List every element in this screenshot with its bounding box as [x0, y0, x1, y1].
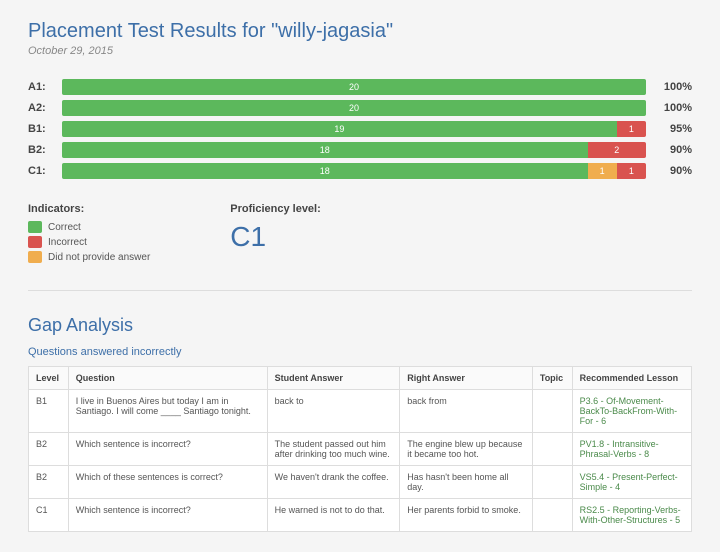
proficiency-value: C1 — [230, 221, 321, 253]
chart-row-pct: 95% — [654, 123, 692, 135]
cell-lesson: PV1.8 - Intransitive-Phrasal-Verbs - 8 — [572, 433, 691, 466]
cell-question: Which sentence is incorrect? — [68, 433, 267, 466]
indicators-title: Indicators: — [28, 203, 150, 215]
report-date: October 29, 2015 — [28, 45, 692, 57]
chart-row: A1: 20 100% — [28, 79, 692, 95]
table-row: C1Which sentence is incorrect?He warned … — [29, 499, 692, 532]
chart-seg-correct: 18 — [62, 163, 588, 179]
chart-seg-correct: 18 — [62, 142, 588, 158]
cell-level: B1 — [29, 390, 69, 433]
meta-row: Indicators: Correct Incorrect Did not prov… — [28, 203, 692, 291]
chart-bar: 20 — [62, 100, 646, 116]
indicator-swatch-noanswer — [28, 251, 42, 263]
chart-seg-incorrect: 1 — [617, 121, 646, 137]
table-header: Topic — [532, 367, 572, 390]
gap-subtitle: Questions answered incorrectly — [28, 346, 692, 358]
chart-row-label: C1: — [28, 165, 54, 177]
table-header: Question — [68, 367, 267, 390]
cell-level: B2 — [29, 433, 69, 466]
indicator-label: Incorrect — [48, 237, 87, 248]
chart-seg-incorrect: 1 — [617, 163, 646, 179]
chart-bar: 20 — [62, 79, 646, 95]
chart-row-label: A1: — [28, 81, 54, 93]
gap-table: LevelQuestionStudent AnswerRight AnswerT… — [28, 366, 692, 532]
indicator-item: Correct — [28, 221, 150, 233]
cell-student: The student passed out him after drinkin… — [267, 433, 400, 466]
cell-right: Has hasn't been home all day. — [400, 466, 533, 499]
cell-question: Which of these sentences is correct? — [68, 466, 267, 499]
chart-bar: 191 — [62, 121, 646, 137]
level-chart: A1:20100%A2:20100%B1:19195%B2:18290%C1:1… — [28, 79, 692, 179]
chart-row: C1:181190% — [28, 163, 692, 179]
chart-row-pct: 90% — [654, 144, 692, 156]
chart-row-pct: 100% — [654, 102, 692, 114]
gap-title: Gap Analysis — [28, 315, 692, 336]
indicator-item: Incorrect — [28, 236, 150, 248]
cell-student: back to — [267, 390, 400, 433]
indicator-item: Did not provide answer — [28, 251, 150, 263]
cell-level: C1 — [29, 499, 69, 532]
chart-row-pct: 100% — [654, 81, 692, 93]
chart-bar: 182 — [62, 142, 646, 158]
cell-question: Which sentence is incorrect? — [68, 499, 267, 532]
proficiency-title: Proficiency level: — [230, 203, 321, 215]
cell-level: B2 — [29, 466, 69, 499]
chart-seg-correct: 19 — [62, 121, 617, 137]
indicator-swatch-correct — [28, 221, 42, 233]
cell-topic — [532, 390, 572, 433]
cell-lesson: RS2.5 - Reporting-Verbs-With-Other-Struc… — [572, 499, 691, 532]
chart-row: B1: 191 95% — [28, 121, 692, 137]
chart-seg-correct: 20 — [62, 79, 646, 95]
cell-lesson: P3.6 - Of-Movement-BackTo-BackFrom-With-… — [572, 390, 691, 433]
page-title: Placement Test Results for "willy-jagasi… — [28, 20, 692, 43]
cell-topic — [532, 433, 572, 466]
chart-seg-correct: 20 — [62, 100, 646, 116]
cell-right: back from — [400, 390, 533, 433]
cell-right: Her parents forbid to smoke. — [400, 499, 533, 532]
table-header: Recommended Lesson — [572, 367, 691, 390]
chart-row: B2: 182 90% — [28, 142, 692, 158]
chart-row-pct: 90% — [654, 165, 692, 177]
cell-question: I live in Buenos Aires but today I am in… — [68, 390, 267, 433]
cell-student: We haven't drank the coffee. — [267, 466, 400, 499]
table-row: B2Which of these sentences is correct?We… — [29, 466, 692, 499]
chart-row-label: A2: — [28, 102, 54, 114]
indicator-label: Correct — [48, 222, 81, 233]
proficiency-block: Proficiency level: C1 — [230, 203, 321, 266]
indicators-block: Indicators: Correct Incorrect Did not prov… — [28, 203, 150, 266]
table-header: Right Answer — [400, 367, 533, 390]
cell-topic — [532, 466, 572, 499]
table-row: B1I live in Buenos Aires but today I am … — [29, 390, 692, 433]
table-header: Level — [29, 367, 69, 390]
cell-topic — [532, 499, 572, 532]
table-row: B2Which sentence is incorrect?The studen… — [29, 433, 692, 466]
cell-right: The engine blew up because it became too… — [400, 433, 533, 466]
chart-row: A2: 20 100% — [28, 100, 692, 116]
chart-bar: 1811 — [62, 163, 646, 179]
cell-student: He warned is not to do that. — [267, 499, 400, 532]
chart-row-label: B2: — [28, 144, 54, 156]
chart-row-label: B1: — [28, 123, 54, 135]
chart-seg-incorrect: 2 — [588, 142, 646, 158]
chart-seg-noanswer: 1 — [588, 163, 617, 179]
indicator-swatch-incorrect — [28, 236, 42, 248]
indicator-label: Did not provide answer — [48, 252, 150, 263]
table-header: Student Answer — [267, 367, 400, 390]
cell-lesson: VS5.4 - Present-Perfect-Simple - 4 — [572, 466, 691, 499]
